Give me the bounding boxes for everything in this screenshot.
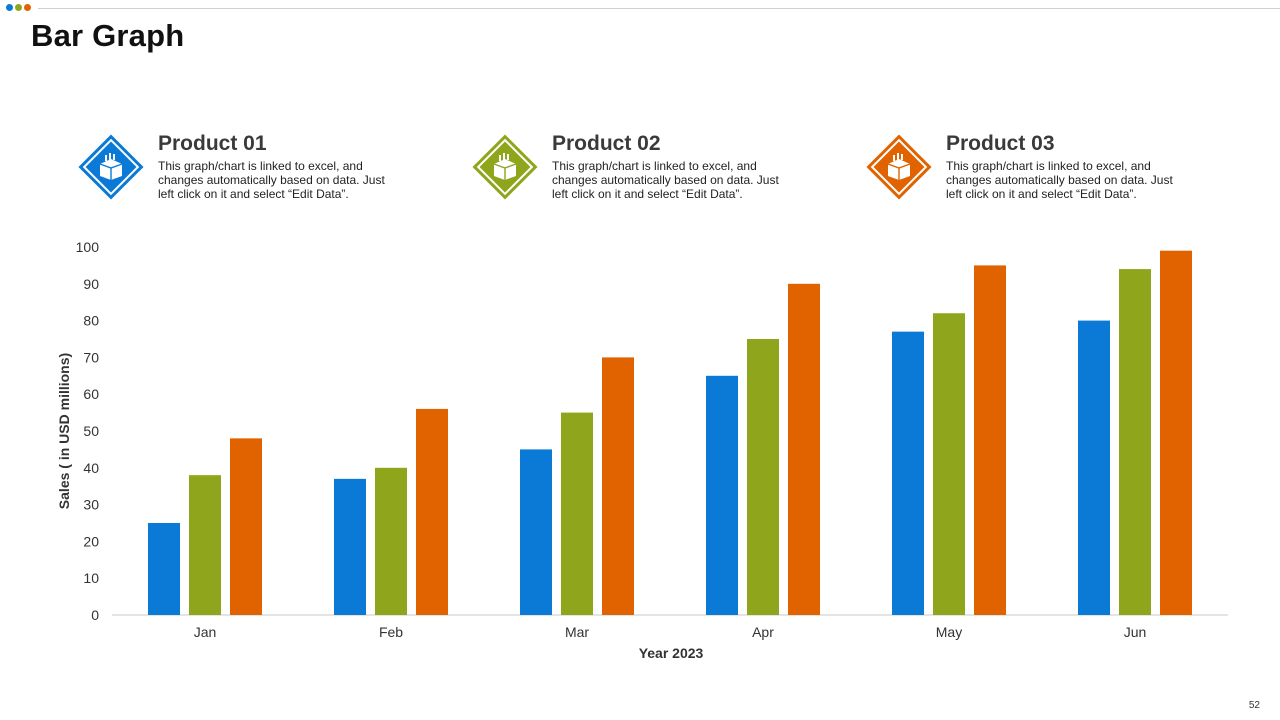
dot-orange (24, 4, 31, 11)
bar-mar-series-2[interactable] (561, 412, 593, 615)
y-tick-label: 40 (83, 460, 99, 476)
page-number: 52 (1248, 700, 1260, 711)
bar-feb-series-3[interactable] (416, 408, 448, 615)
x-tick-label: Jan (194, 624, 217, 640)
product-description: This graph/chart is linked to excel, and… (552, 159, 779, 201)
x-tick-label: Mar (565, 624, 589, 640)
bar-jun-series-3[interactable] (1160, 250, 1192, 615)
x-tick-label: May (936, 624, 962, 640)
bar-feb-series-1[interactable] (334, 478, 366, 615)
bar-jan-series-3[interactable] (230, 438, 262, 615)
y-tick-label: 30 (83, 497, 99, 513)
bar-jan-series-1[interactable] (148, 523, 180, 615)
x-tick-label: Feb (379, 624, 403, 640)
product-title: Product 02 (552, 132, 661, 155)
bar-feb-series-2[interactable] (375, 467, 407, 615)
y-axis-title: Sales ( in USD millions) (56, 353, 72, 509)
bar-mar-series-1[interactable] (520, 449, 552, 615)
package-box-icon (887, 153, 911, 180)
product-badge (472, 134, 538, 200)
bar-may-series-2[interactable] (933, 313, 965, 615)
x-tick-label: Apr (752, 624, 774, 640)
product-description: This graph/chart is linked to excel, and… (158, 159, 385, 201)
product-card-3[interactable]: Product 03 This graph/chart is linked to… (866, 132, 1246, 212)
window-dots (6, 4, 31, 11)
package-box-icon (99, 153, 123, 180)
dot-green (15, 4, 22, 11)
y-tick-label: 100 (76, 239, 100, 255)
y-tick-label: 50 (83, 423, 99, 439)
x-tick-label: Jun (1124, 624, 1147, 640)
bar-may-series-1[interactable] (892, 331, 924, 615)
y-tick-label: 70 (83, 349, 99, 365)
product-card-1[interactable]: Product 01 This graph/chart is linked to… (78, 132, 458, 212)
y-tick-label: 60 (83, 386, 99, 402)
bar-jun-series-2[interactable] (1119, 269, 1151, 615)
y-tick-label: 80 (83, 313, 99, 329)
product-title: Product 03 (946, 132, 1055, 155)
page-title: Bar Graph (31, 18, 185, 53)
y-tick-label: 90 (83, 276, 99, 292)
product-title: Product 01 (158, 132, 267, 155)
bar-jun-series-1[interactable] (1078, 320, 1110, 615)
bar-jan-series-2[interactable] (189, 475, 221, 615)
product-badge (866, 134, 932, 200)
package-box-icon (493, 153, 517, 180)
bar-apr-series-3[interactable] (788, 283, 820, 615)
top-divider (38, 8, 1280, 9)
x-axis-title: Year 2023 (639, 645, 704, 661)
y-tick-label: 0 (91, 607, 99, 623)
dot-blue (6, 4, 13, 11)
product-description: This graph/chart is linked to excel, and… (946, 159, 1173, 201)
bar-may-series-3[interactable] (974, 265, 1006, 615)
bar-mar-series-3[interactable] (602, 357, 634, 615)
y-tick-label: 10 (83, 570, 99, 586)
bar-apr-series-1[interactable] (706, 375, 738, 615)
product-card-2[interactable]: Product 02 This graph/chart is linked to… (472, 132, 852, 212)
bar-apr-series-2[interactable] (747, 339, 779, 615)
y-tick-label: 20 (83, 533, 99, 549)
product-badge (78, 134, 144, 200)
